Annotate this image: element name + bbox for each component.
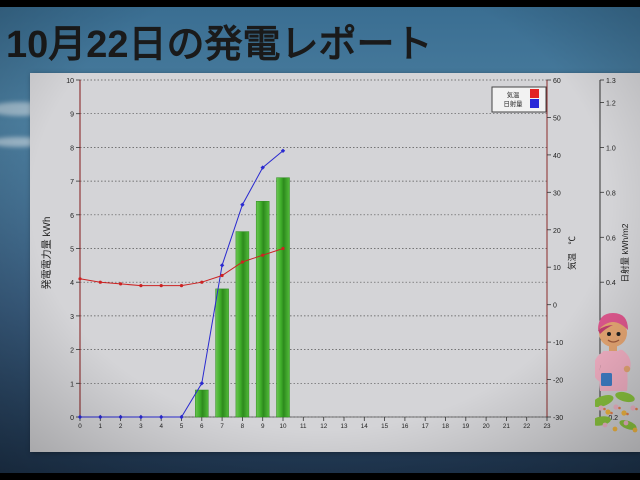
svg-text:9: 9	[70, 112, 74, 119]
svg-text:気温: 気温	[507, 90, 520, 99]
svg-text:1.2: 1.2	[606, 101, 616, 108]
svg-text:7: 7	[70, 179, 74, 186]
svg-text:1.0: 1.0	[606, 145, 616, 152]
svg-text:1.3: 1.3	[606, 78, 616, 85]
svg-text:9: 9	[261, 423, 265, 430]
svg-text:日射量 kWh/m2: 日射量 kWh/m2	[620, 223, 630, 282]
svg-text:6: 6	[70, 213, 74, 220]
svg-text:4: 4	[70, 280, 74, 287]
svg-text:60: 60	[553, 78, 561, 85]
svg-text:6: 6	[200, 423, 204, 430]
svg-text:19: 19	[462, 423, 470, 430]
svg-text:10: 10	[66, 78, 74, 85]
svg-text:18: 18	[442, 423, 450, 430]
svg-text:4: 4	[159, 423, 163, 430]
svg-text:13: 13	[340, 423, 348, 430]
svg-text:0.8: 0.8	[606, 190, 616, 197]
svg-text:5: 5	[70, 247, 74, 254]
svg-text:1: 1	[99, 423, 103, 430]
svg-text:10: 10	[553, 265, 561, 272]
svg-text:17: 17	[422, 423, 430, 430]
svg-text:30: 30	[553, 190, 561, 197]
svg-text:3: 3	[70, 314, 74, 321]
svg-text:12: 12	[320, 423, 328, 430]
svg-text:23: 23	[543, 423, 551, 430]
svg-text:20: 20	[553, 228, 561, 235]
svg-text:0: 0	[70, 415, 74, 422]
svg-text:11: 11	[300, 423, 307, 430]
svg-text:2: 2	[70, 348, 74, 355]
svg-text:-20: -20	[553, 378, 563, 385]
svg-text:20: 20	[483, 423, 491, 430]
svg-text:14: 14	[361, 423, 369, 430]
svg-text:気温 ℃: 気温 ℃	[567, 236, 577, 271]
svg-text:21: 21	[503, 423, 511, 430]
svg-text:50: 50	[553, 115, 561, 122]
svg-text:0.6: 0.6	[606, 235, 616, 242]
svg-text:40: 40	[553, 153, 561, 160]
svg-text:7: 7	[220, 423, 224, 430]
svg-text:8: 8	[241, 423, 245, 430]
svg-text:発電電力量 kWh: 発電電力量 kWh	[40, 217, 53, 290]
svg-text:3: 3	[139, 423, 143, 430]
svg-text:0.4: 0.4	[606, 280, 616, 287]
svg-text:0: 0	[78, 423, 82, 430]
svg-text:日射量: 日射量	[504, 99, 524, 108]
svg-text:-10: -10	[553, 340, 563, 347]
svg-text:15: 15	[381, 423, 389, 430]
svg-text:2: 2	[119, 423, 123, 430]
svg-text:0: 0	[553, 303, 557, 310]
svg-text:22: 22	[523, 423, 531, 430]
svg-text:10: 10	[279, 423, 287, 430]
svg-text:16: 16	[401, 423, 409, 430]
svg-text:-30: -30	[553, 415, 563, 422]
svg-text:8: 8	[70, 145, 74, 152]
svg-text:1: 1	[70, 381, 74, 388]
svg-text:5: 5	[180, 423, 184, 430]
